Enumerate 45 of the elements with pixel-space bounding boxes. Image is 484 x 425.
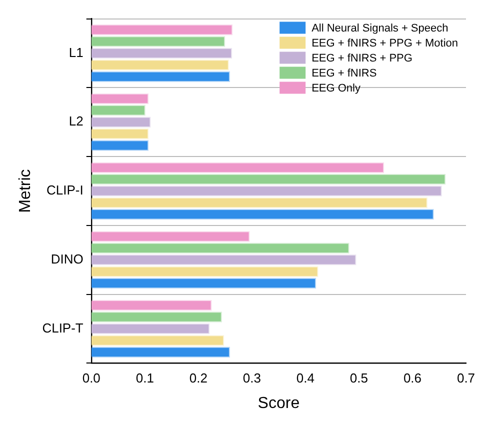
x-tick-label: 0.2 <box>189 370 208 386</box>
x-axis-title: Score <box>258 394 300 412</box>
legend-label: EEG + fNIRS + PPG <box>312 52 412 64</box>
bar <box>91 242 350 254</box>
bar <box>91 93 149 104</box>
x-tick-label: 0.7 <box>456 370 476 386</box>
bar <box>91 254 356 266</box>
y-tick-label: L2 <box>68 114 84 129</box>
x-tick-label: 0.1 <box>136 370 154 386</box>
bar <box>91 335 224 346</box>
bar <box>91 174 446 185</box>
bar <box>91 162 384 173</box>
x-tick-label: 0.4 <box>296 370 314 386</box>
legend-label: All Neural Signals + Speech <box>312 22 448 34</box>
y-tick-label: DINO <box>50 251 84 266</box>
bar <box>91 186 442 196</box>
bar <box>91 60 229 70</box>
bar <box>91 24 233 36</box>
x-tick-label: 0.0 <box>82 370 100 386</box>
bar <box>91 300 212 311</box>
legend-label: EEG + fNIRS + PPG + Motion <box>312 37 458 50</box>
y-tick-label: L1 <box>68 44 84 60</box>
y-tick-label: CLIP-I <box>46 182 84 198</box>
bar <box>91 140 149 151</box>
bar <box>91 278 316 289</box>
y-axis-title: Metric <box>17 169 34 213</box>
bar <box>91 116 151 128</box>
bar <box>91 36 226 47</box>
bar <box>91 312 222 322</box>
bar <box>91 266 318 277</box>
bar <box>91 323 210 334</box>
bar <box>91 346 230 358</box>
x-tick-label: 0.3 <box>242 370 261 386</box>
bar <box>91 197 428 208</box>
legend-label: EEG Only <box>312 82 361 94</box>
bar <box>91 209 434 220</box>
bar <box>91 105 146 116</box>
x-tick-label: 0.5 <box>350 370 368 386</box>
bar <box>91 128 149 140</box>
legend-label: EEG + fNIRS <box>312 67 377 80</box>
x-tick-label: 0.6 <box>403 370 422 386</box>
bar <box>91 71 230 82</box>
bar <box>91 231 250 242</box>
bar <box>91 48 232 59</box>
y-tick-label: CLIP-T <box>42 320 84 336</box>
